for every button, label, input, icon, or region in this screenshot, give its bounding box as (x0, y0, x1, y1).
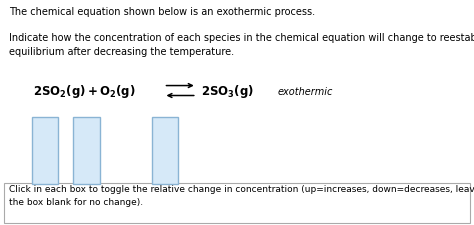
Text: The chemical equation shown below is an exothermic process.: The chemical equation shown below is an … (9, 7, 315, 17)
Text: $\mathbf{2SO_2(g) + O_2(g)}$: $\mathbf{2SO_2(g) + O_2(g)}$ (33, 83, 136, 100)
Text: Click in each box to toggle the relative change in concentration (up=increases, : Click in each box to toggle the relative… (9, 184, 474, 206)
Bar (152, 117, 178, 184)
Bar (32, 117, 58, 184)
Text: exothermic: exothermic (277, 86, 333, 96)
Text: Indicate how the concentration of each species in the chemical equation will cha: Indicate how the concentration of each s… (9, 33, 474, 56)
Text: $\mathbf{2SO_3(g)}$: $\mathbf{2SO_3(g)}$ (201, 83, 255, 100)
Bar (4, 183, 470, 223)
Bar (73, 117, 100, 184)
